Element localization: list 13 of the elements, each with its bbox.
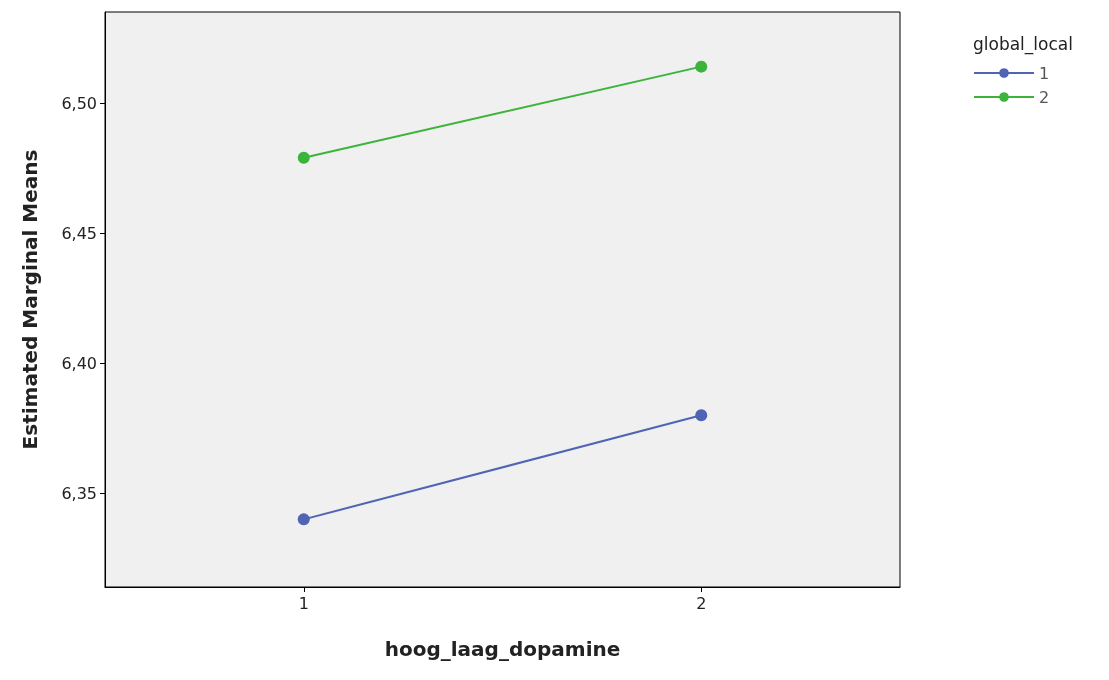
x-axis-title: hoog_laag_dopamine <box>384 637 621 661</box>
legend-label: 2 <box>1039 87 1050 107</box>
y-tick-label: 6,35 <box>61 483 97 503</box>
point <box>297 513 310 526</box>
y-axis-title: Estimated Marginal Means <box>18 149 42 450</box>
legend-label: 1 <box>1039 63 1050 83</box>
point <box>695 409 708 422</box>
point <box>695 60 708 73</box>
legend-title: global_local <box>973 33 1073 55</box>
y-tick-label: 6,45 <box>61 223 97 243</box>
y-tick-label: 6,50 <box>61 93 97 113</box>
point <box>297 151 310 164</box>
y-tick-label: 6,40 <box>61 353 97 373</box>
